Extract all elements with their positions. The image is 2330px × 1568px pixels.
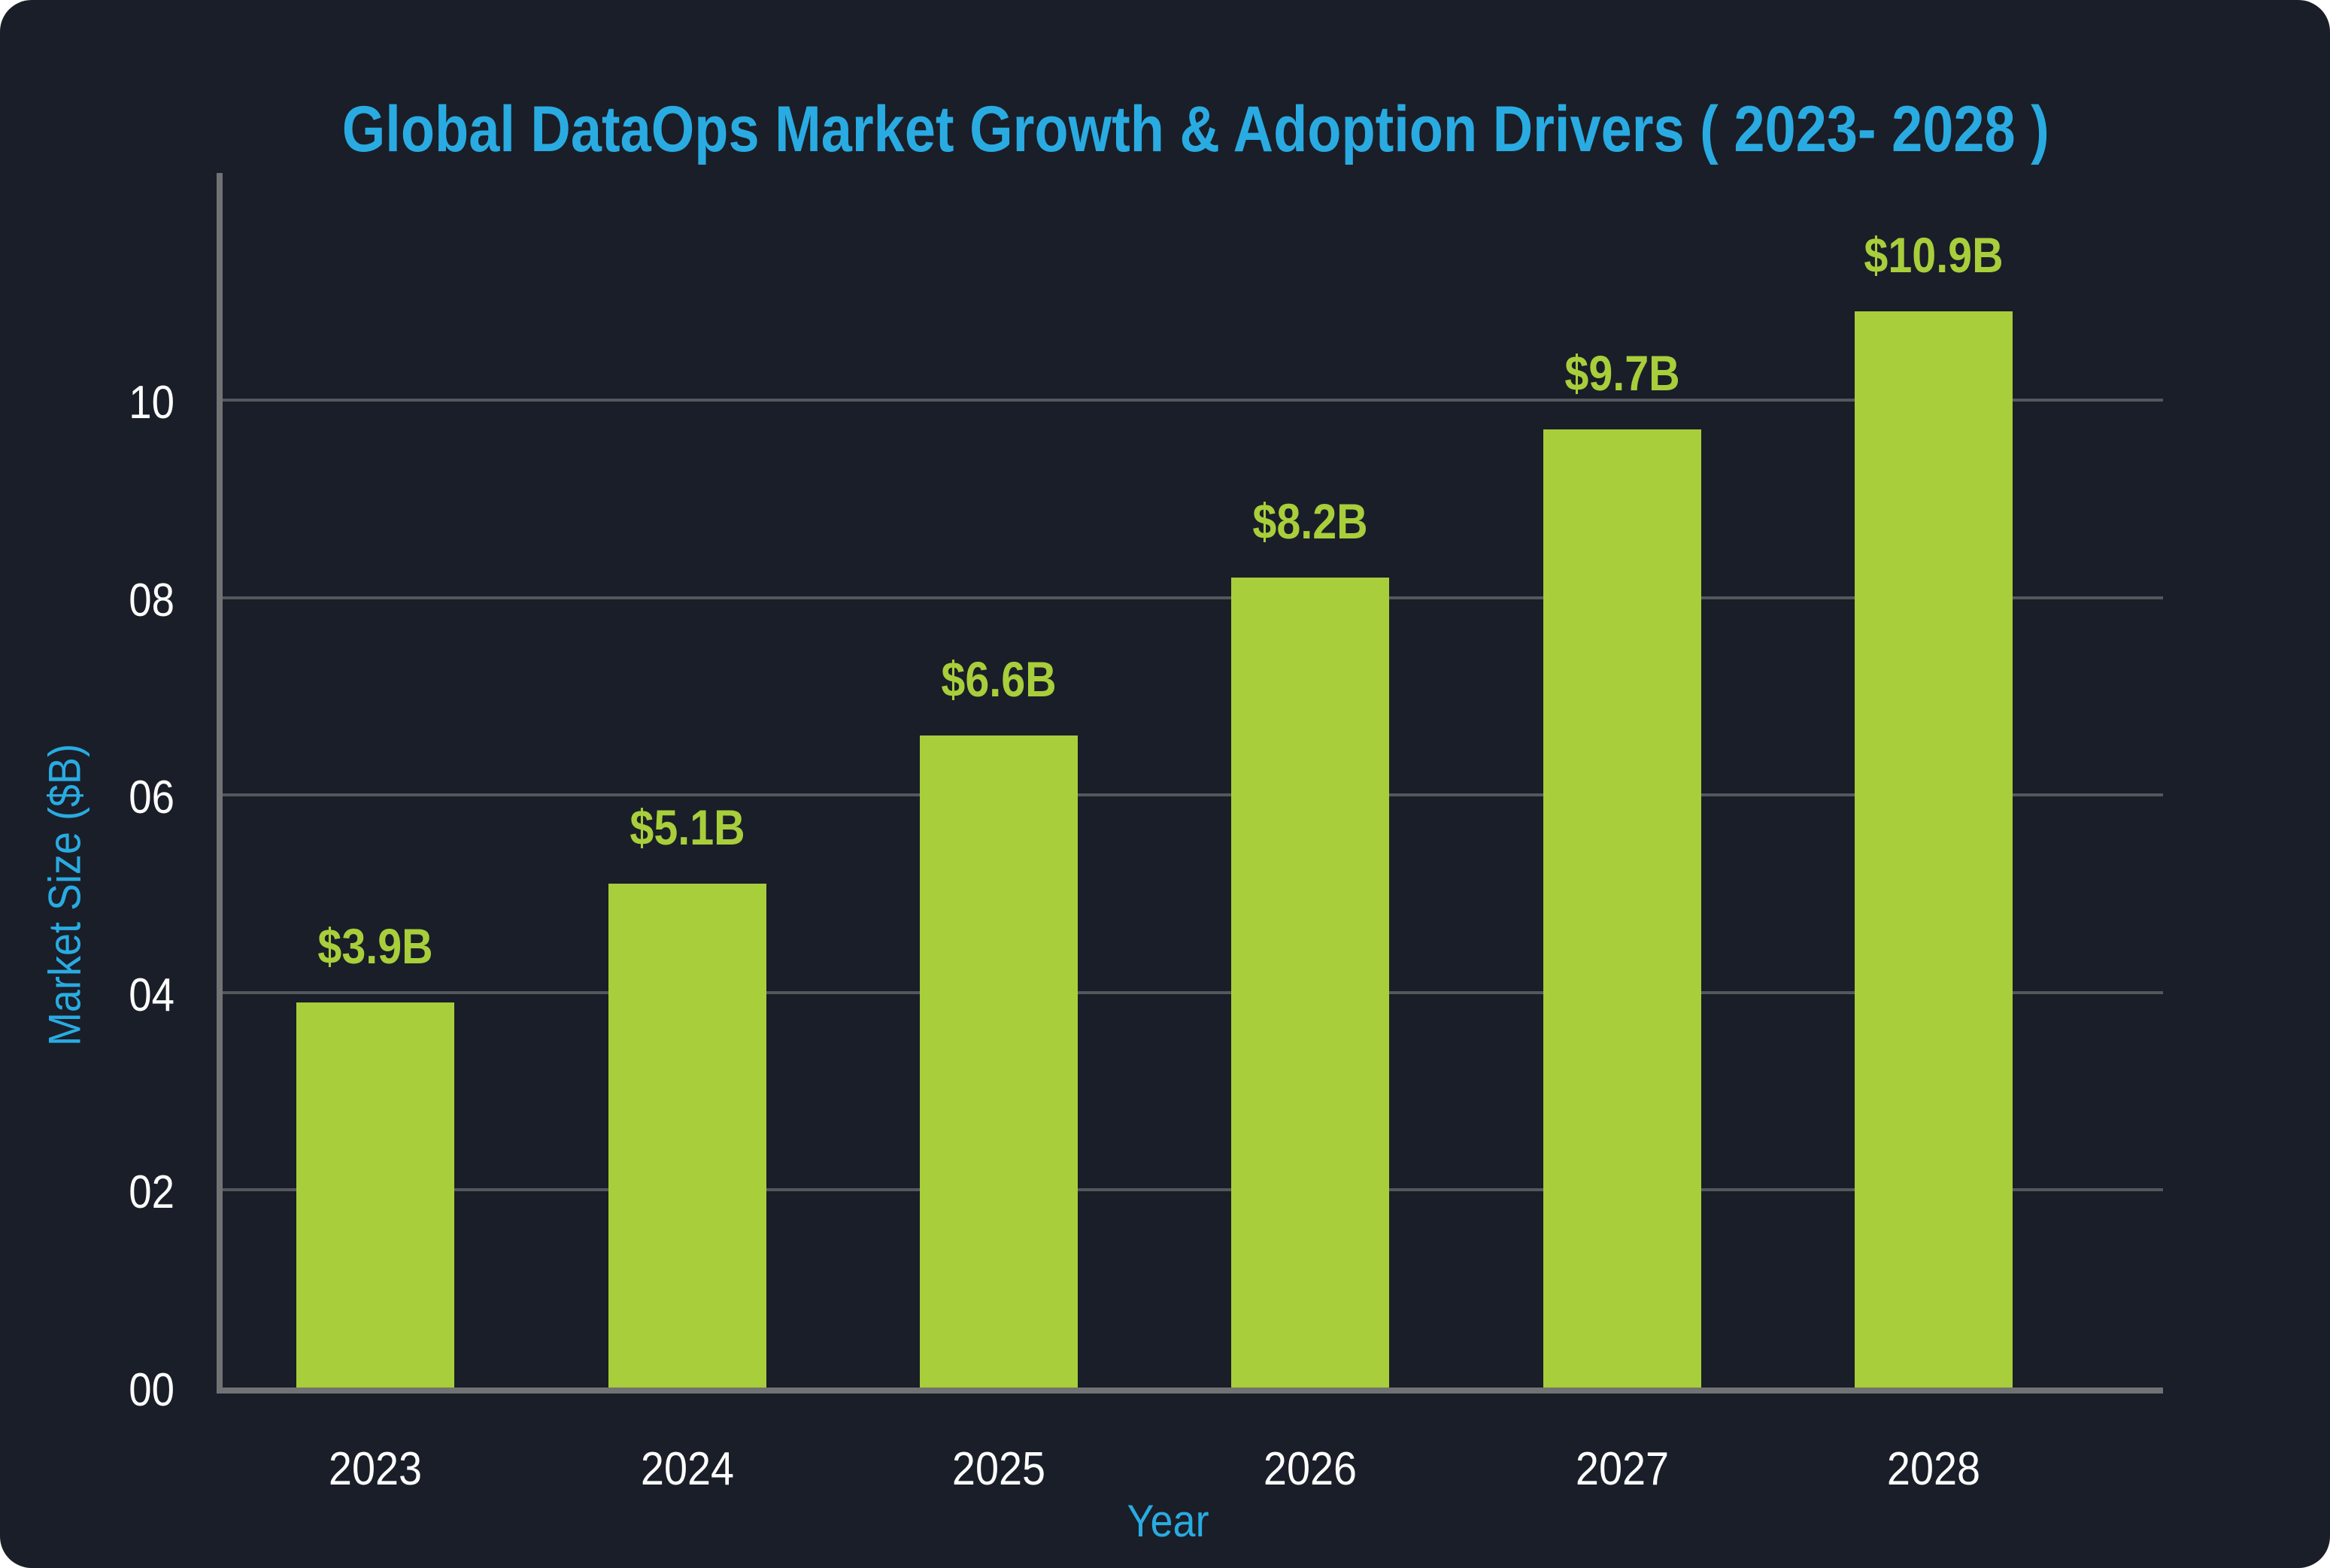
y-axis-line bbox=[217, 173, 223, 1394]
x-tick-labels: 2023 2024 2025 2026 2027 2028 bbox=[220, 1441, 2089, 1509]
bar-value-label-2027: $9.7B bbox=[1564, 345, 1680, 402]
bar-2023 bbox=[296, 1002, 455, 1388]
y-tick-label-00: 00 bbox=[129, 1364, 174, 1416]
bar-value-label-2023: $3.9B bbox=[317, 917, 433, 974]
bar-2025 bbox=[919, 735, 1078, 1388]
gridline-layer bbox=[220, 173, 2163, 1388]
y-tick-label-08: 08 bbox=[129, 574, 174, 626]
gridline-10 bbox=[220, 399, 2163, 402]
bar-value-label-2026: $8.2B bbox=[1252, 493, 1368, 550]
x-tick-label-2025: 2025 bbox=[951, 1443, 1045, 1495]
bar-2028 bbox=[1854, 311, 2013, 1388]
bar-2024 bbox=[608, 884, 766, 1388]
y-tick-label-02: 02 bbox=[129, 1166, 174, 1219]
y-tick-label-04: 04 bbox=[129, 969, 174, 1021]
gridline-06 bbox=[220, 793, 2163, 797]
bars-layer: $3.9B $5.1B $6.6B $8.2B $9.7B $10.9B bbox=[220, 173, 2089, 1388]
bar-value-label-2025: $6.6B bbox=[941, 651, 1057, 708]
bar-value-label-2024: $5.1B bbox=[629, 799, 745, 856]
gridline-08 bbox=[220, 596, 2163, 599]
bar-2027 bbox=[1543, 429, 1701, 1388]
chart-title-text: Global DataOps Market Growth & Adoption … bbox=[341, 93, 2049, 165]
bar-2026 bbox=[1231, 578, 1390, 1388]
x-tick-label-2027: 2027 bbox=[1575, 1443, 1669, 1495]
y-tick-label-10: 10 bbox=[129, 377, 174, 429]
gridline-04 bbox=[220, 990, 2163, 994]
x-axis-title: Year bbox=[1127, 1496, 1209, 1546]
x-axis-line bbox=[217, 1388, 2163, 1394]
y-tick-label-06: 06 bbox=[129, 772, 174, 824]
gridline-02 bbox=[220, 1188, 2163, 1192]
chart-title: Global DataOps Market Growth & Adoption … bbox=[181, 92, 2211, 167]
x-tick-label-2028: 2028 bbox=[1886, 1443, 1980, 1495]
y-tick-labels: 00 02 04 06 08 10 bbox=[0, 0, 174, 1568]
x-tick-label-2023: 2023 bbox=[329, 1443, 423, 1495]
x-tick-label-2026: 2026 bbox=[1264, 1443, 1358, 1495]
x-tick-label-2024: 2024 bbox=[640, 1443, 734, 1495]
bar-value-label-2028: $10.9B bbox=[1864, 226, 2004, 283]
